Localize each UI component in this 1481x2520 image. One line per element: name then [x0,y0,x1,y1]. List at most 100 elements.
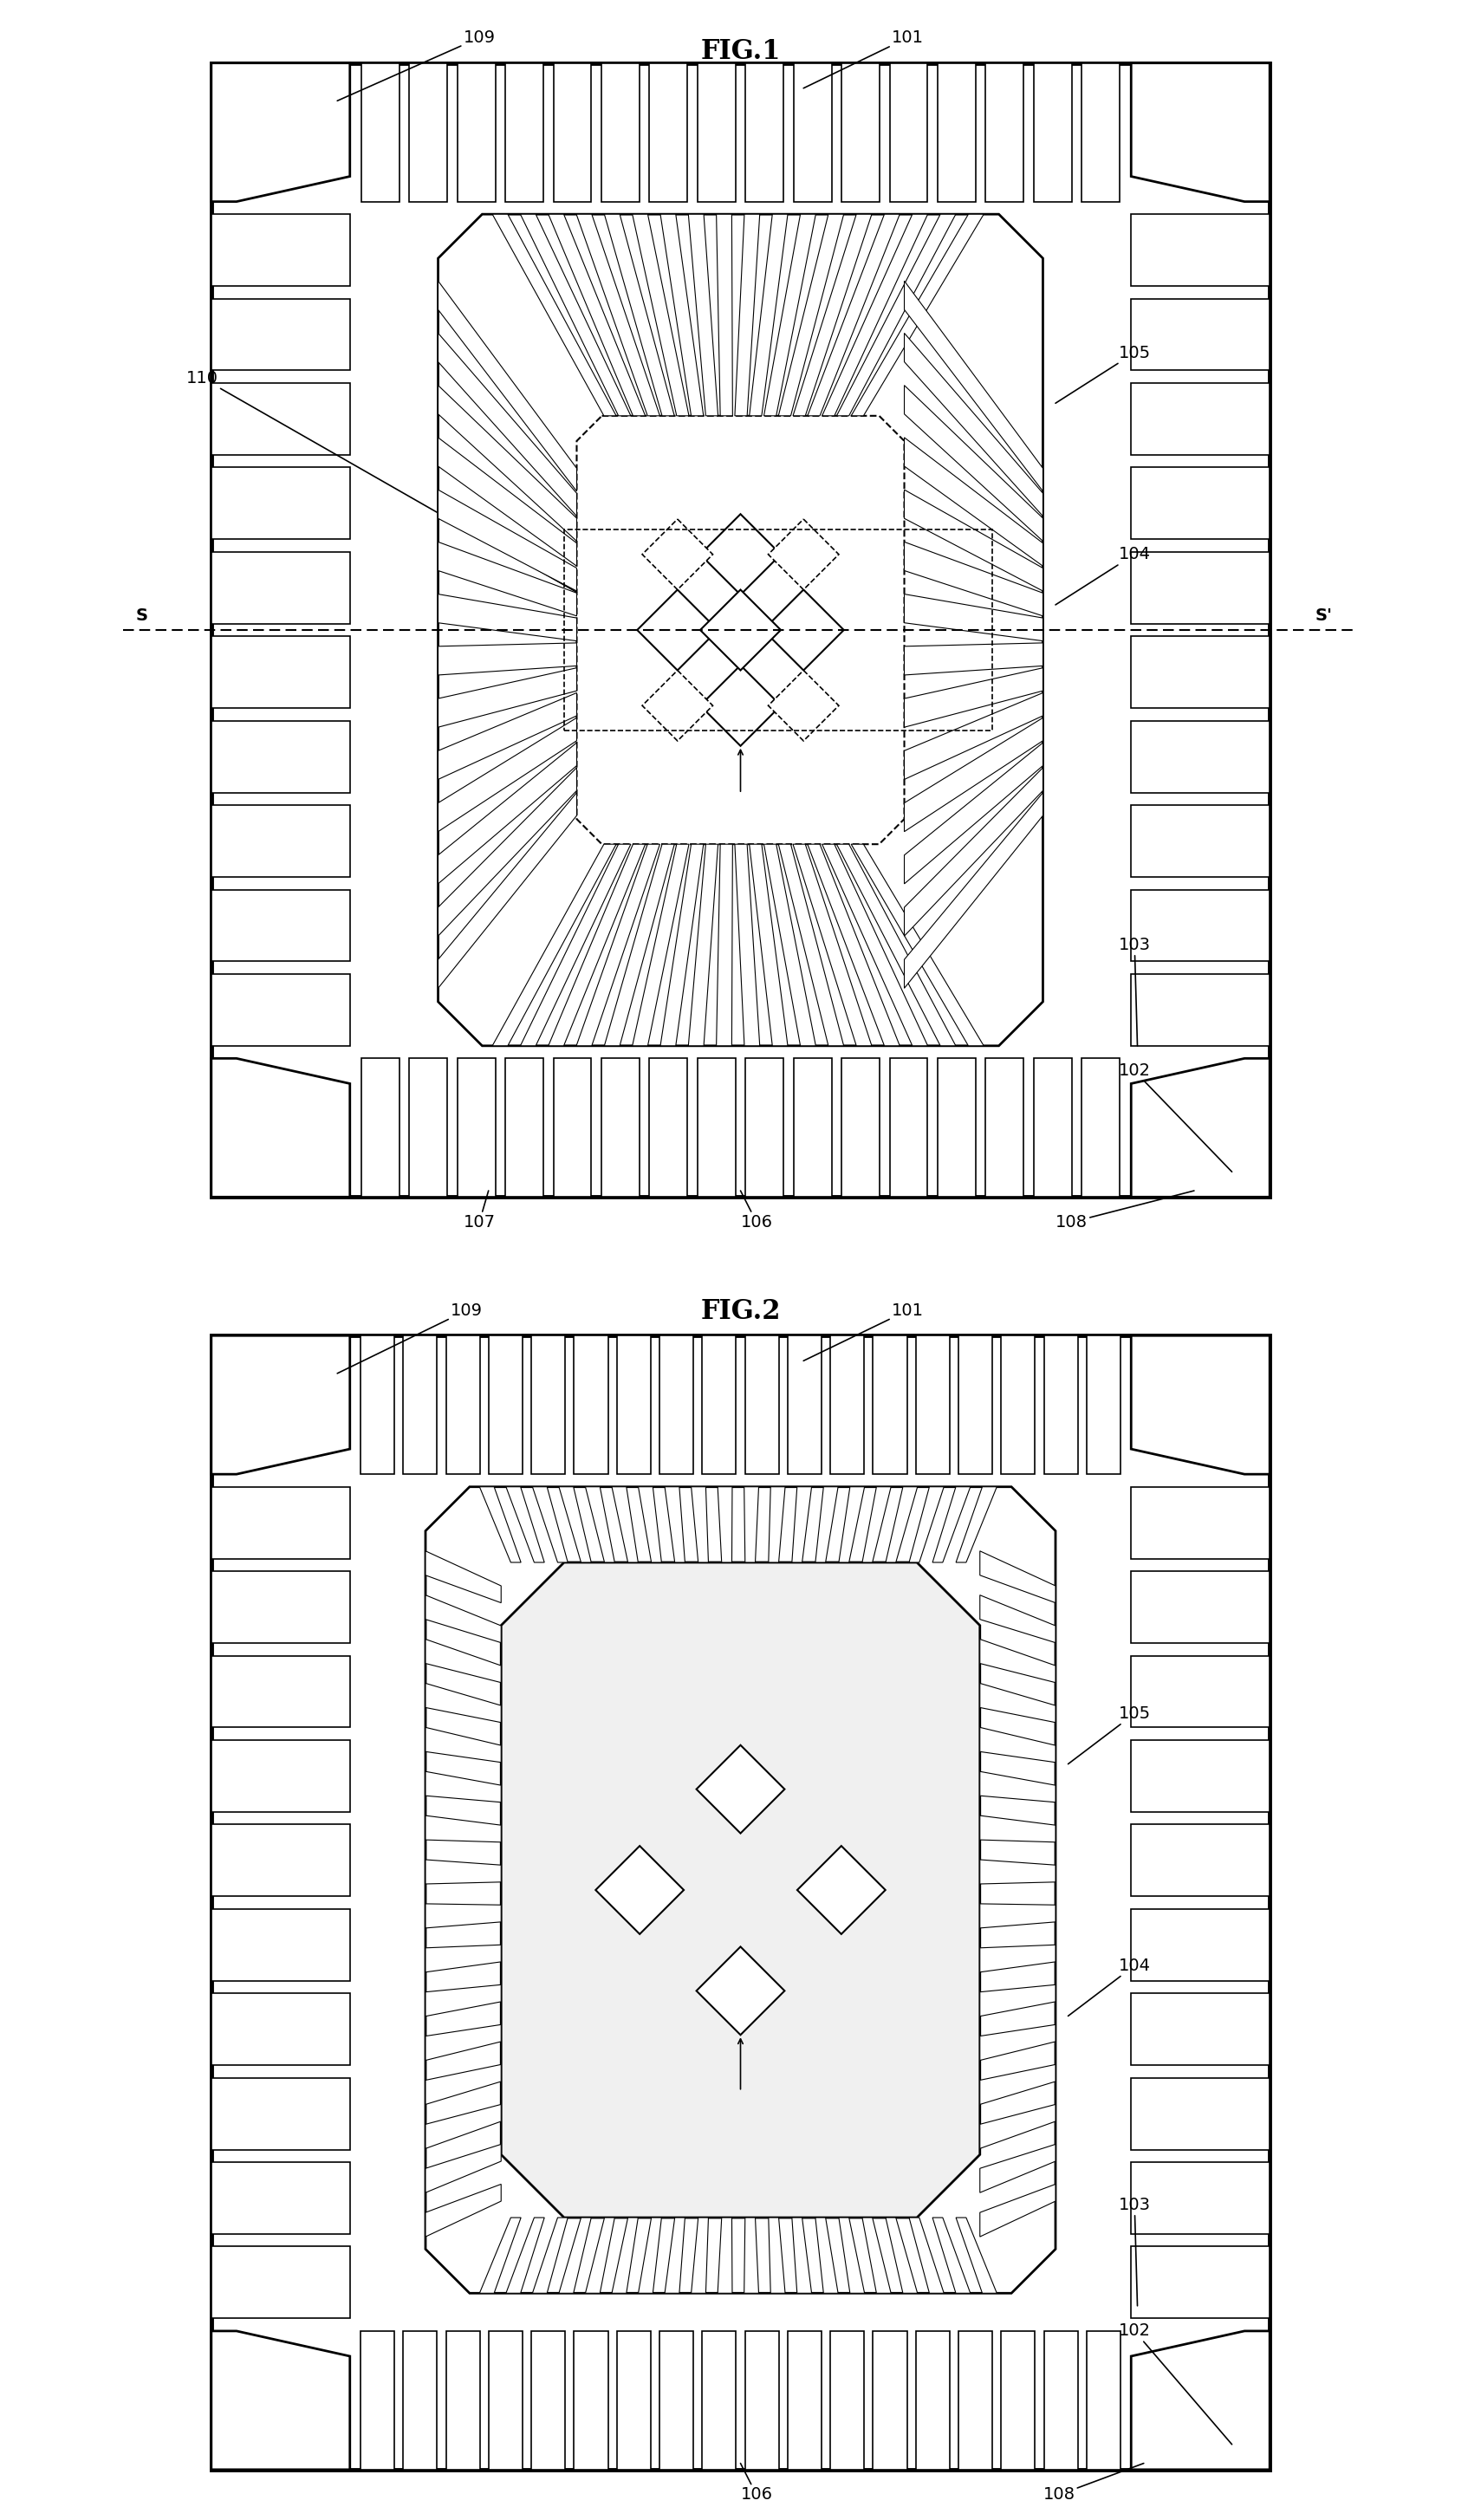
Polygon shape [480,1487,521,1562]
Polygon shape [743,2218,758,2293]
Text: 102: 102 [1118,1063,1232,1172]
Bar [915,2331,949,2470]
Polygon shape [438,280,576,491]
Bar [1087,1336,1121,1474]
Text: 106: 106 [740,2465,773,2502]
Bar [212,297,350,370]
Bar [794,1058,831,1197]
Polygon shape [425,1945,501,1973]
Text: 102: 102 [1118,2323,1232,2444]
Text: 107: 107 [464,1192,495,1230]
Polygon shape [665,1487,686,1562]
Bar [698,63,736,202]
Bar [601,63,640,202]
Text: FIG.1: FIG.1 [701,38,780,66]
Bar [361,63,400,202]
Bar [986,63,1023,202]
Bar [554,63,591,202]
Polygon shape [492,844,616,1046]
Polygon shape [905,794,1043,988]
Polygon shape [533,2218,567,2293]
Bar [1044,2331,1078,2470]
Polygon shape [438,693,576,779]
Bar [212,2248,350,2318]
Polygon shape [425,1595,501,1643]
Text: 104: 104 [1068,1958,1151,2016]
Polygon shape [886,2218,917,2293]
Bar [575,1336,609,1474]
Polygon shape [837,844,955,1046]
Bar [212,1656,350,1729]
Polygon shape [718,2218,732,2293]
Bar [958,2331,992,2470]
Polygon shape [807,214,900,416]
Polygon shape [507,1487,545,1562]
Bar [788,2331,822,2470]
Polygon shape [438,333,576,517]
Polygon shape [909,1487,943,1562]
Polygon shape [862,2218,892,2293]
Text: S: S [136,607,148,622]
Bar [831,1336,865,1474]
Text: 105: 105 [1056,345,1151,403]
Bar [458,1058,495,1197]
Polygon shape [212,1336,350,1474]
Bar [212,214,350,285]
Polygon shape [425,1683,501,1724]
Polygon shape [807,844,900,1046]
Bar [403,2331,437,2470]
Bar [554,1058,591,1197]
Polygon shape [980,1814,1056,1842]
Bar [1131,1656,1269,1729]
Bar [1131,804,1269,877]
Polygon shape [852,214,983,416]
Polygon shape [980,1860,1056,1885]
Bar [360,1336,394,1474]
Polygon shape [576,416,905,844]
Polygon shape [692,2218,708,2293]
Bar [489,1336,523,1474]
Bar [1034,63,1072,202]
Bar [745,2331,779,2470]
Polygon shape [980,2185,1056,2238]
Bar [1087,2331,1121,2470]
Polygon shape [862,1487,892,1562]
Bar [958,1336,992,1474]
Bar [212,1336,1269,2470]
Bar [212,973,350,1046]
Polygon shape [980,1550,1056,1603]
Polygon shape [905,718,1043,832]
Polygon shape [665,2218,686,2293]
Polygon shape [764,844,816,1046]
Bar [1001,1336,1035,1474]
Bar [1131,383,1269,456]
Polygon shape [718,1487,732,1562]
Polygon shape [905,542,1043,615]
Polygon shape [689,844,718,1046]
Polygon shape [749,844,788,1046]
Bar [1131,1487,1269,1557]
Polygon shape [212,2331,350,2470]
Bar [1131,552,1269,622]
Text: S': S' [1315,607,1333,622]
Polygon shape [792,2218,812,2293]
Bar [1131,214,1269,285]
Bar [872,2331,906,2470]
Bar [1131,1824,1269,1895]
Bar [745,1058,783,1197]
Polygon shape [520,214,631,416]
Polygon shape [838,2218,865,2293]
Polygon shape [980,1986,1056,2016]
Polygon shape [980,1903,1056,1928]
Polygon shape [905,769,1043,935]
Bar [1001,2331,1035,2470]
Polygon shape [576,844,661,1046]
Polygon shape [425,1860,501,1885]
Polygon shape [837,214,955,416]
Polygon shape [905,386,1043,542]
Bar [1131,297,1269,370]
Polygon shape [612,2218,638,2293]
Polygon shape [585,1487,615,1562]
Polygon shape [905,693,1043,779]
Polygon shape [661,844,703,1046]
